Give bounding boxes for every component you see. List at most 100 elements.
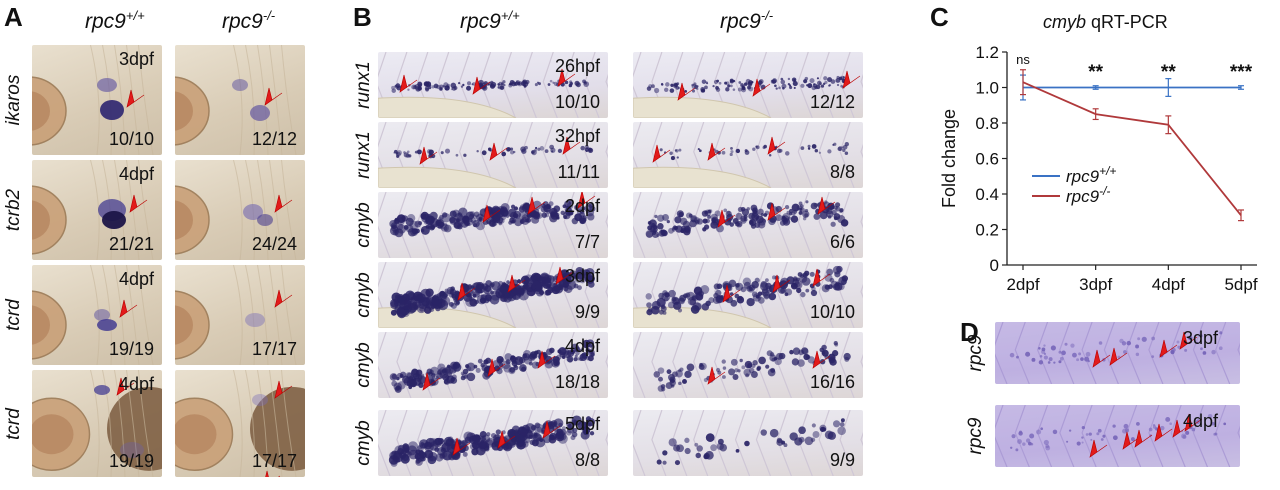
panel-d-row-label: rpc9	[965, 334, 986, 372]
arrowhead-icon	[537, 350, 556, 369]
arrowhead-icon	[555, 266, 574, 285]
panel-b-tile-mutant: 8/8	[633, 122, 863, 188]
arrowhead-icon	[472, 76, 491, 95]
arrowhead-icon	[527, 196, 546, 215]
arrowhead-icon	[562, 136, 581, 155]
series-line-mutant	[1022, 81, 1242, 216]
error-bar	[1092, 108, 1099, 121]
panel-b-tile-mutant: 10/10	[633, 262, 863, 328]
head-stain-image	[175, 160, 297, 260]
arrowhead-icon	[812, 268, 831, 287]
panel-a-tile-mutant: 24/24	[175, 160, 305, 260]
arrowhead-icon	[1092, 349, 1111, 368]
panel-label-c: C	[930, 2, 949, 32]
panel-d-tile: 3dpf	[995, 322, 1240, 384]
arrowhead-icon	[507, 274, 526, 293]
trunk-stain-image	[378, 52, 608, 118]
y-tick-label: 0.2	[975, 221, 999, 240]
panel-b-row-label: runx1	[353, 61, 374, 109]
head-stain-image	[175, 265, 297, 365]
panel-b-row-label: cmyb	[353, 342, 374, 388]
embryo-count: 17/17	[251, 339, 297, 359]
embryo-count: 17/17	[251, 451, 297, 471]
head-stain-image	[175, 370, 305, 477]
panel-a-tile-wildtype: 3dpf 10/10	[32, 45, 162, 155]
panel-b-row-label: cmyb	[353, 420, 374, 466]
head-stain-image	[32, 265, 154, 365]
arrowhead-icon	[399, 74, 418, 93]
x-tick-label: 5dpf	[1224, 275, 1257, 294]
trunk-stain-image	[995, 322, 1240, 384]
y-tick-label: 0.6	[975, 150, 999, 169]
y-tick-label: 0.4	[975, 185, 999, 204]
arrowhead-icon	[274, 380, 293, 399]
trunk-stain-image	[378, 332, 608, 398]
panel-b-tile-wildtype: 4dpf 18/18	[378, 332, 608, 398]
panel-a-header-mutant: rpc9-/-	[222, 8, 276, 33]
panel-b-tile-wildtype: 26hpf 10/10	[378, 52, 608, 118]
significance-marker: **	[1088, 62, 1103, 83]
trunk-stain-image	[378, 262, 608, 328]
trunk-stain-image	[633, 122, 863, 188]
arrowhead-icon	[1089, 439, 1108, 458]
arrowhead-icon	[487, 358, 506, 377]
x-tick-label: 3dpf	[1079, 275, 1112, 294]
significance-marker: ns	[1016, 52, 1030, 67]
arrowhead-icon	[842, 70, 861, 89]
error-bar	[1165, 115, 1172, 135]
embryo-count: 24/24	[251, 234, 297, 254]
embryo-count: 21/21	[108, 234, 154, 254]
panel-b-row-label: cmyb	[353, 272, 374, 318]
stage-label: 3dpf	[1182, 328, 1218, 348]
arrowhead-icon	[767, 136, 786, 155]
legend-entry: rpc9+/+	[1066, 164, 1116, 186]
stage-label: 3dpf	[118, 49, 154, 69]
panel-label-b: B	[353, 2, 372, 32]
arrowhead-icon	[767, 202, 786, 221]
trunk-stain-image	[633, 52, 863, 118]
panel-label-a: A	[4, 2, 23, 32]
trunk-stain-image	[378, 192, 608, 258]
panel-a-tile-mutant: 12/12	[175, 45, 305, 155]
arrowhead-icon	[1179, 331, 1198, 350]
qrt-pcr-line-chart: 0 0.2 0.4 0.6 0.8 1.0 1.2 2dpf 3dpf 4dpf 5dpf Fold …	[939, 43, 1258, 294]
embryo-count: 8/8	[574, 450, 600, 470]
arrowhead-icon	[119, 299, 138, 318]
panel-a-row-label: tcrd	[3, 407, 24, 440]
arrowhead-icon	[1172, 419, 1191, 438]
arrowhead-icon	[457, 282, 476, 301]
panel-label-d: D	[960, 317, 979, 347]
arrowhead-icon	[557, 68, 576, 87]
embryo-count: 8/8	[829, 162, 855, 182]
panel-a-tile-wildtype: 4dpf 21/21	[32, 160, 162, 260]
stage-label: 4dpf	[564, 336, 600, 356]
arrowhead-icon	[652, 144, 671, 163]
embryo-count: 18/18	[554, 372, 600, 392]
panel-b-row-label: runx1	[353, 131, 374, 179]
arrowhead-icon	[497, 430, 516, 449]
trunk-stain-image	[378, 410, 608, 476]
head-stain-image	[32, 160, 154, 260]
arrowhead-icon	[1154, 423, 1173, 442]
arrowhead-icon	[265, 470, 281, 477]
embryo-count: 16/16	[809, 372, 855, 392]
panel-a-tile-mutant: 17/17	[175, 265, 305, 365]
panel-b-header-mutant: rpc9-/-	[720, 8, 774, 33]
arrowhead-icon	[577, 192, 596, 209]
trunk-stain-image	[633, 332, 863, 398]
trunk-stain-image	[633, 192, 863, 258]
panel-b-tile-mutant: 9/9	[633, 410, 863, 476]
panel-a-header-wildtype: rpc9+/+	[85, 8, 145, 33]
trunk-stain-image	[378, 122, 608, 188]
stage-label: 4dpf	[118, 269, 154, 289]
panel-b-tile-mutant: 6/6	[633, 192, 863, 258]
significance-marker: **	[1161, 62, 1176, 83]
x-tick-label: 2dpf	[1006, 275, 1039, 294]
panel-d-row-label: rpc9	[965, 417, 986, 455]
arrowhead-icon	[422, 372, 441, 391]
error-bar	[1238, 209, 1244, 222]
stage-label: 5dpf	[564, 414, 600, 434]
arrowhead-icon	[722, 284, 741, 303]
arrowhead-icon	[1184, 413, 1203, 432]
embryo-count: 12/12	[251, 129, 297, 149]
